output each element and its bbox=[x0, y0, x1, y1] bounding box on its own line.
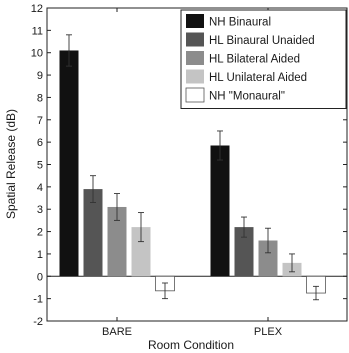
y-axis-title: Spatial Release (dB) bbox=[4, 109, 18, 219]
y-tick-label: 12 bbox=[31, 3, 43, 15]
y-tick-label: 5 bbox=[37, 160, 43, 172]
bar bbox=[131, 227, 151, 277]
legend-box bbox=[180, 9, 347, 109]
y-tick-label: 11 bbox=[32, 25, 43, 37]
legend-label: NH "Monaural" bbox=[209, 91, 285, 103]
legend-swatch bbox=[186, 14, 204, 28]
y-tick-label: 3 bbox=[37, 204, 43, 216]
legend-swatch bbox=[186, 51, 204, 65]
y-tick-label: 8 bbox=[37, 92, 43, 104]
y-tick-label: 1 bbox=[37, 249, 43, 261]
bar bbox=[59, 50, 79, 277]
legend-label: HL Unilateral Aided bbox=[209, 72, 307, 84]
y-tick-label: 0 bbox=[37, 271, 43, 283]
y-tick-label: 6 bbox=[37, 137, 43, 149]
y-tick-label: 7 bbox=[37, 115, 43, 127]
x-tick-label: BARE bbox=[102, 326, 132, 338]
x-axis-title: Room Condition bbox=[148, 338, 234, 352]
y-tick-label: 2 bbox=[37, 227, 43, 239]
y-tick-label: -1 bbox=[33, 294, 43, 306]
bar bbox=[258, 240, 278, 277]
legend-swatch bbox=[185, 87, 205, 103]
legend-swatch bbox=[186, 69, 204, 84]
bar bbox=[234, 227, 254, 277]
y-tick-label: 9 bbox=[37, 70, 43, 82]
y-tick-label: 10 bbox=[31, 48, 43, 60]
y-tick-label: 4 bbox=[37, 182, 43, 194]
y-tick-label: -2 bbox=[33, 316, 43, 328]
bar bbox=[83, 189, 103, 277]
legend-swatch bbox=[186, 32, 204, 47]
legend-label: HL Bilateral Aided bbox=[209, 54, 300, 66]
legend-label: NH Binaural bbox=[209, 17, 271, 29]
x-tick-label: PLEX bbox=[254, 326, 283, 338]
legend-label: HL Binaural Unaided bbox=[209, 35, 315, 47]
bar bbox=[210, 145, 230, 277]
bar bbox=[107, 206, 127, 277]
